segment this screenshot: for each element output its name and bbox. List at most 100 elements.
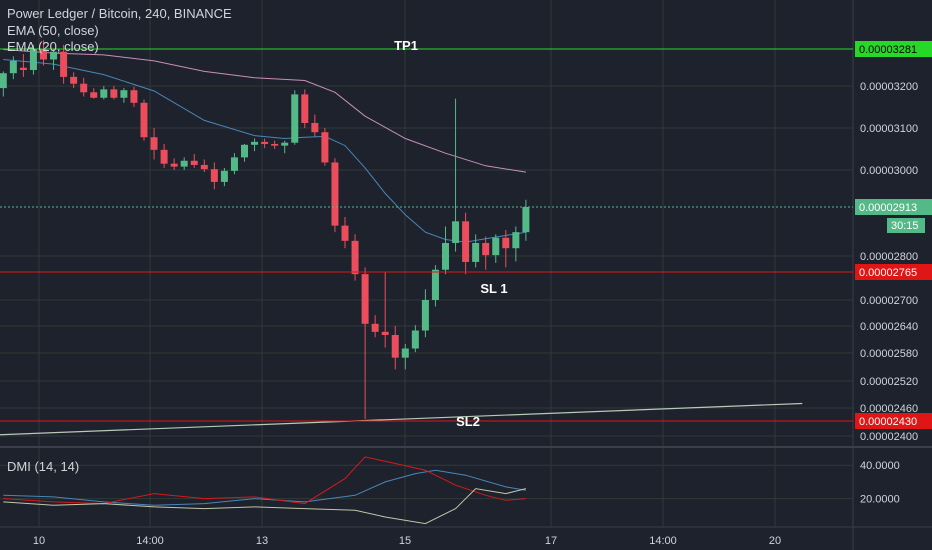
sl2-price-badge[interactable]: 0.00002430 — [855, 413, 932, 429]
candle[interactable] — [452, 98, 460, 252]
candle[interactable] — [351, 234, 359, 281]
candle[interactable] — [371, 315, 379, 338]
candle[interactable] — [271, 140, 279, 149]
ema20-line[interactable] — [3, 59, 526, 243]
level-text-sl2: SL2 — [456, 414, 480, 429]
candle[interactable] — [472, 234, 480, 268]
candle[interactable] — [140, 99, 148, 141]
candle[interactable] — [341, 216, 349, 249]
candle[interactable] — [19, 54, 27, 77]
candle[interactable] — [381, 272, 389, 348]
candle[interactable] — [301, 89, 309, 128]
candle[interactable] — [150, 128, 158, 160]
candle[interactable] — [220, 167, 228, 187]
candle-body — [492, 237, 500, 256]
last-price-badge[interactable]: 0.00002913 — [855, 199, 932, 215]
candle[interactable] — [251, 138, 259, 152]
sl1-price-badge-text: 0.00002765 — [859, 267, 917, 279]
candle[interactable] — [70, 72, 78, 89]
candle[interactable] — [261, 138, 269, 149]
candle[interactable] — [311, 114, 319, 137]
candle[interactable] — [442, 226, 449, 275]
dmi-minus-line[interactable] — [3, 456, 526, 505]
candle[interactable] — [0, 71, 7, 97]
candle[interactable] — [90, 88, 98, 99]
candle[interactable] — [421, 289, 429, 338]
candle[interactable] — [110, 86, 118, 100]
candle[interactable] — [29, 44, 37, 75]
candle[interactable] — [482, 236, 490, 270]
last-price-badge-bg — [855, 199, 932, 215]
candle[interactable] — [291, 90, 299, 145]
candle[interactable] — [281, 140, 289, 154]
price-tick-label: 0.00002460 — [860, 403, 918, 415]
candle[interactable] — [502, 229, 510, 268]
candle-body — [80, 83, 88, 93]
tp1-price-badge[interactable]: 0.00003281 — [855, 41, 932, 57]
candle[interactable] — [80, 77, 88, 97]
candle-body — [90, 92, 98, 98]
trend-line[interactable] — [0, 402, 803, 437]
candle-body — [391, 335, 399, 358]
ema20-legend[interactable]: EMA (20, close) — [7, 39, 99, 54]
candle[interactable] — [492, 234, 500, 263]
candle-layer[interactable] — [0, 40, 530, 419]
countdown-bg — [887, 218, 925, 233]
candle-body — [421, 300, 429, 331]
candle-body — [160, 149, 168, 164]
symbol-title[interactable]: Power Ledger / Bitcoin, 240, BINANCE — [7, 6, 232, 21]
candle[interactable] — [462, 212, 470, 275]
candle-body — [230, 157, 238, 171]
candle[interactable] — [130, 86, 138, 107]
sl1-price-badge[interactable]: 0.00002765 — [855, 264, 932, 280]
time-tick-label: 10 — [33, 535, 45, 547]
ema50-line[interactable] — [3, 49, 526, 173]
candle-body — [401, 348, 409, 358]
candle[interactable] — [180, 157, 188, 170]
candle[interactable] — [361, 267, 369, 419]
candle-body — [311, 122, 319, 133]
adx-line[interactable] — [3, 488, 527, 525]
candle[interactable] — [50, 48, 58, 71]
time-tick-label: 14:00 — [649, 535, 677, 547]
price-tick-label: 0.00003000 — [860, 165, 918, 177]
candle[interactable] — [230, 153, 238, 175]
candle[interactable] — [40, 40, 47, 66]
candle[interactable] — [512, 226, 520, 262]
candle-body — [361, 274, 369, 324]
trend-layer — [0, 402, 803, 437]
candle[interactable] — [391, 326, 399, 370]
time-tick-label: 17 — [545, 535, 557, 547]
candle[interactable] — [100, 86, 108, 100]
candle[interactable] — [170, 158, 178, 170]
dmi-panel[interactable] — [3, 456, 527, 525]
candle[interactable] — [160, 143, 168, 168]
candle[interactable] — [200, 159, 208, 173]
candle[interactable] — [190, 154, 198, 168]
level-layer[interactable]: TP1 SL 1 SL2 — [0, 38, 853, 429]
candle-body — [130, 90, 138, 103]
price-tick-label: 0.00002700 — [860, 295, 918, 307]
candle[interactable] — [60, 44, 68, 84]
candle-body — [331, 162, 339, 226]
candle[interactable] — [401, 344, 409, 370]
candle-body — [442, 242, 449, 270]
ema-layer — [3, 49, 526, 243]
candle[interactable] — [321, 128, 329, 166]
candle-body — [60, 51, 68, 77]
candle[interactable] — [210, 162, 218, 190]
candle-body — [291, 94, 299, 143]
candle[interactable] — [120, 88, 128, 103]
candle[interactable] — [411, 325, 419, 353]
dmi-tick-label: 20.0000 — [860, 494, 900, 506]
candle[interactable] — [331, 158, 339, 233]
dmi-legend[interactable]: DMI (14, 14) — [7, 459, 80, 474]
ema50-legend[interactable]: EMA (50, close) — [7, 23, 99, 38]
candle[interactable] — [241, 143, 248, 162]
axis-layer[interactable]: 0.00003200 0.00003100 0.00003000 0.00002800… — [33, 41, 932, 547]
candle[interactable] — [9, 56, 17, 80]
dmi-plus-line[interactable] — [3, 469, 526, 506]
countdown-text: 30:15 — [891, 220, 919, 232]
